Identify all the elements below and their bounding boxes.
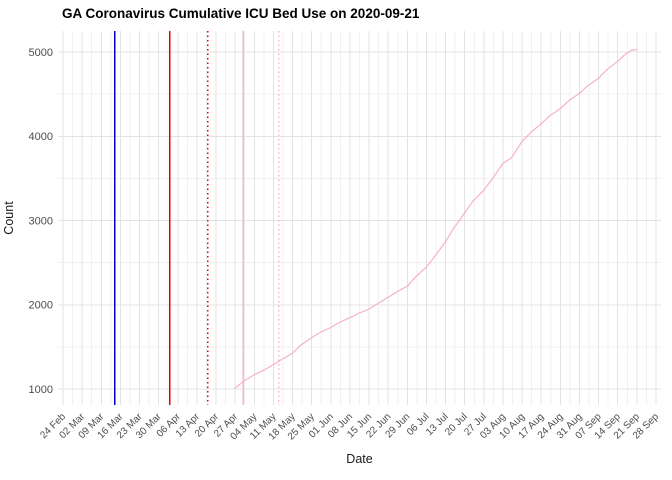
- y-axis-labels: 1000 2000 3000 4000 5000: [29, 47, 53, 396]
- y-tick-label: 2000: [29, 300, 53, 312]
- grid-major: [58, 31, 661, 405]
- y-axis-title: Count: [2, 201, 16, 235]
- x-axis-title: Date: [346, 452, 373, 466]
- chart-title: GA Coronavirus Cumulative ICU Bed Use on…: [62, 6, 420, 21]
- y-tick-label: 5000: [29, 47, 53, 59]
- event-vlines: [114, 31, 280, 405]
- y-tick-label: 1000: [29, 384, 53, 396]
- y-tick-label: 4000: [29, 131, 53, 143]
- series-line-cumulative-icu-beds: [234, 48, 638, 389]
- grid-minor: [58, 31, 661, 405]
- y-tick-label: 3000: [29, 215, 53, 227]
